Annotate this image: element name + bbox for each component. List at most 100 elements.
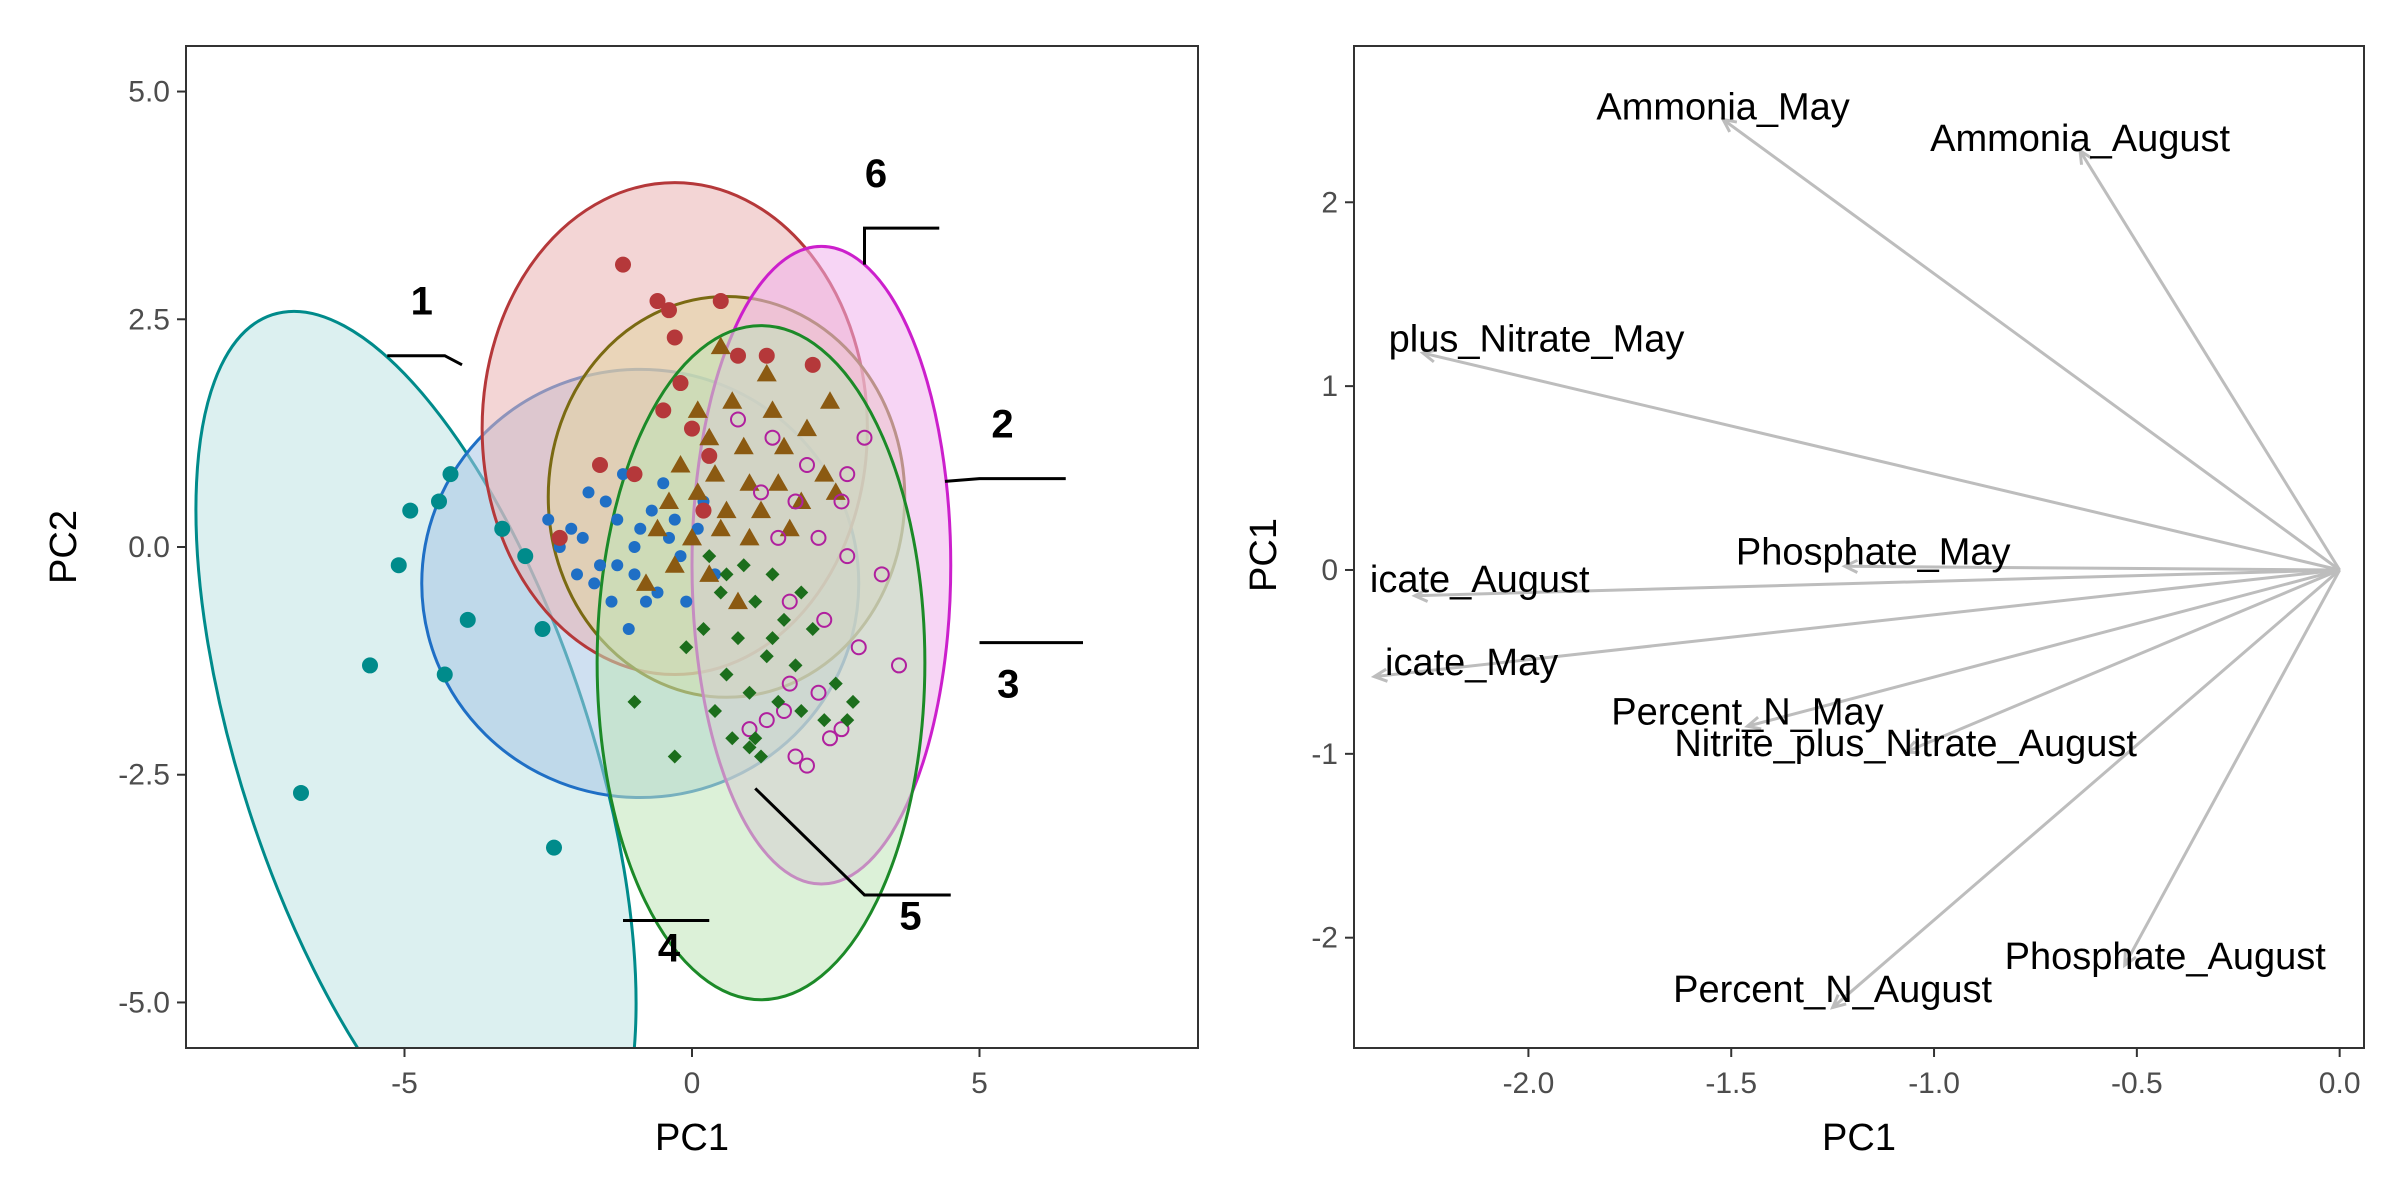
- scatter-y-axis-label: PC2: [43, 510, 85, 584]
- point-group-6-5: [730, 347, 746, 364]
- biplot-x-tick-label: 0.0: [2319, 1067, 2361, 1100]
- group-label-3: 3: [997, 662, 1019, 706]
- point-group-5-27: [679, 640, 694, 655]
- biplot-y-tick-label: 2: [1321, 186, 1338, 219]
- point-group-5-6: [777, 612, 791, 627]
- point-group-6-8: [655, 402, 672, 419]
- loading-label-5: icate_May: [1385, 642, 1558, 684]
- point-group-2-7: [833, 493, 850, 510]
- point-group-3-5: [820, 391, 840, 409]
- biplot-y-tick-label: -2: [1311, 922, 1338, 955]
- point-group-1-3: [390, 557, 407, 574]
- point-group-5-23: [742, 740, 757, 755]
- point-group-2-10: [839, 548, 856, 565]
- group-label-leaders: [387, 226, 1083, 922]
- point-group-2-2: [799, 457, 815, 474]
- group-label-1: 1: [411, 280, 433, 324]
- biplot-y-tick-label: 1: [1321, 370, 1338, 403]
- point-group-6-10: [672, 375, 689, 392]
- scatter-x-axis-label: PC1: [655, 1117, 729, 1159]
- point-group-1-8: [546, 839, 562, 856]
- point-group-3-27: [699, 564, 720, 582]
- point-group-6-1: [649, 293, 666, 310]
- point-group-3-28: [728, 591, 748, 610]
- point-group-4-24: [628, 541, 641, 553]
- point-group-3-23: [739, 527, 760, 546]
- point-group-2-1: [764, 429, 781, 446]
- point-group-5-13: [846, 694, 860, 709]
- point-group-5-10: [759, 649, 774, 664]
- leader-line-group-6: [863, 226, 940, 265]
- point-group-3-4: [762, 400, 783, 418]
- point-group-3-17: [716, 500, 737, 519]
- loading-arrow-4: [1414, 568, 2340, 598]
- biplot-y-axis-label: PC1: [1243, 518, 1285, 592]
- point-group-4-27: [565, 522, 578, 535]
- group-label-4: 4: [658, 926, 681, 970]
- leader-line-group-5: [754, 787, 951, 897]
- point-group-3-1: [756, 363, 777, 382]
- biplot-x-tick-label: -1.5: [1705, 1067, 1757, 1100]
- loading-arrow-9: [1831, 568, 2341, 1009]
- loading-arrow-8: [2123, 569, 2341, 966]
- point-group-1-1: [431, 493, 447, 510]
- point-group-3-15: [659, 491, 679, 509]
- point-group-5-24: [754, 749, 768, 764]
- point-group-2-0: [730, 411, 746, 428]
- loading-arrow-3: [1844, 564, 2340, 572]
- group-label-2: 2: [991, 403, 1013, 447]
- scatter-x-tick-label: 0: [684, 1067, 701, 1100]
- point-group-4-25: [611, 559, 624, 572]
- biplot-y-tick-label: 0: [1321, 554, 1338, 587]
- loading-arrowhead-0: [1720, 117, 1738, 133]
- point-group-1-9: [534, 620, 551, 637]
- point-group-2-22: [833, 721, 850, 738]
- point-group-5-15: [742, 685, 757, 700]
- point-group-2-17: [810, 684, 827, 701]
- scatter-points: [293, 256, 907, 856]
- loading-arrow-5: [1374, 568, 2340, 679]
- point-group-3-11: [705, 464, 725, 482]
- point-group-3-20: [647, 518, 668, 537]
- point-group-4-18: [542, 513, 555, 526]
- point-group-2-12: [781, 593, 798, 610]
- biplot-x-axis-label: PC1: [1822, 1117, 1896, 1159]
- point-group-5-11: [788, 658, 803, 673]
- point-group-2-13: [816, 611, 833, 628]
- loading-labels: Ammonia_May Ammonia_August plus_Nitrate_Ma…: [1370, 87, 2326, 1011]
- point-group-3-19: [791, 491, 812, 509]
- point-group-6-4: [666, 329, 683, 346]
- loading-arrowhead-5: [1370, 667, 1388, 683]
- point-group-4-4: [628, 568, 641, 581]
- loading-label-0: Ammonia_May: [1596, 87, 1849, 129]
- point-group-2-18: [776, 702, 792, 719]
- point-group-3-9: [797, 418, 817, 437]
- loading-arrowhead-2: [1419, 348, 1437, 364]
- point-group-2-16: [781, 675, 798, 692]
- point-group-6-9: [684, 420, 700, 437]
- loading-arrow-1: [2078, 150, 2341, 571]
- point-group-4-10: [571, 568, 583, 581]
- scatter-y-axis-ticks: 5.0 2.5 0.0 -2.5 -5.0: [118, 76, 186, 1019]
- point-group-5-12: [828, 676, 843, 691]
- point-group-6-15: [695, 502, 712, 519]
- group-label-5: 5: [899, 895, 921, 939]
- loading-label-6: Percent_N_May: [1611, 692, 1883, 734]
- loading-label-9: Percent_N_August: [1673, 969, 1992, 1011]
- group-ellipses: [194, 181, 953, 1048]
- loading-label-2: plus_Nitrate_May: [1389, 318, 1685, 360]
- point-group-2-9: [810, 529, 827, 546]
- point-group-4-23: [582, 486, 595, 499]
- point-group-3-12: [739, 473, 760, 491]
- point-group-5-28: [719, 567, 734, 582]
- point-group-1-11: [494, 520, 511, 537]
- point-group-2-24: [758, 712, 775, 729]
- scatter-y-tick-label: -5.0: [118, 986, 170, 1019]
- point-group-3-0: [710, 336, 731, 355]
- point-group-5-1: [736, 558, 751, 573]
- biplot-x-axis-ticks: -2.0 -1.5 -1.0 -0.5 0.0: [1503, 1048, 2361, 1100]
- loading-arrows: [1370, 117, 2341, 1010]
- loading-arrowhead-8: [2123, 951, 2137, 969]
- point-group-5-20: [708, 703, 722, 718]
- point-group-2-3: [839, 466, 856, 483]
